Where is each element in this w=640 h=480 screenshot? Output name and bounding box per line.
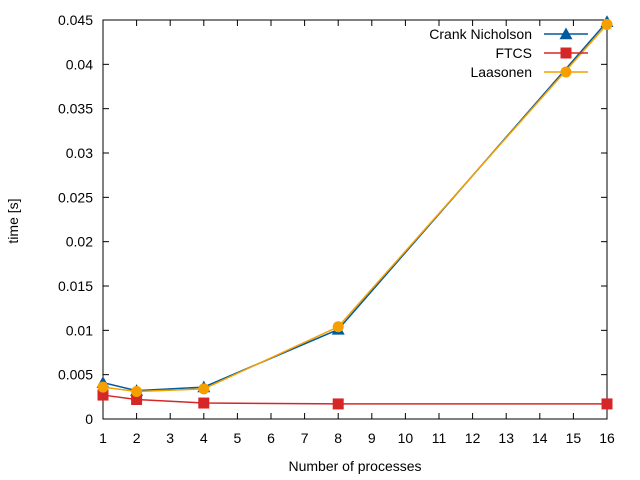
x-tick-label: 2 [133,430,141,446]
y-tick-label: 0.035 [58,101,93,117]
series-layer [96,15,614,410]
legend-label: FTCS [495,45,532,61]
legend-marker [560,47,572,59]
data-point-laasonen [198,383,210,395]
legend-item-ftcs: FTCS [495,45,588,61]
x-tick-label: 11 [432,430,447,446]
data-point-ftcs [131,393,143,405]
y-tick-label: 0.045 [58,12,93,28]
x-tick-label: 9 [368,430,376,446]
data-point-laasonen [131,386,143,398]
data-point-ftcs [198,397,210,409]
legend-layer: Crank Nicholson FTCS Laasonen [429,26,588,80]
data-point-laasonen [97,381,109,393]
x-axis-title: Number of processes [288,458,421,474]
legend-label: Crank Nicholson [429,26,532,42]
x-tick-label: 5 [234,430,242,446]
data-point-laasonen [601,18,613,30]
x-tick-label: 7 [301,430,309,446]
legend-label: Laasonen [470,64,532,80]
x-tick-label: 14 [532,430,548,446]
data-point-ftcs [97,389,109,401]
y-tick-label: 0.03 [66,145,93,161]
legend-item-laasonen: Laasonen [470,64,588,80]
series-ftcs [97,389,613,410]
x-tick-label: 12 [465,430,481,446]
data-point-ftcs [332,398,344,410]
y-tick-label: 0.01 [66,322,93,338]
y-tick-label: 0 [85,411,93,427]
y-axis-title: time [s] [5,198,21,243]
x-tick-label: 3 [166,430,174,446]
x-tick-label: 8 [334,430,342,446]
x-tick-label: 1 [99,430,107,446]
x-tick-label: 13 [498,430,514,446]
y-tick-label: 0.005 [58,367,93,383]
legend-item-crank-nicholson: Crank Nicholson [429,26,588,42]
x-tick-label: 4 [200,430,208,446]
series-crank-nicholson [96,15,614,396]
x-tick-label: 16 [599,430,615,446]
y-tick-label: 0.04 [66,56,93,72]
x-tick-label: 10 [398,430,414,446]
y-tick-label: 0.025 [58,189,93,205]
x-tick-label: 6 [267,430,275,446]
data-point-laasonen [332,321,344,333]
legend-marker [559,27,573,40]
series-line-ftcs [102,394,607,405]
axes-layer: 1 2 3 4 5 6 7 8 9 10 11 12 13 14 15 1600.0050.010.0150.… [58,12,615,446]
y-tick-label: 0.015 [58,278,93,294]
plot-frame [102,19,608,420]
x-tick-label: 15 [566,430,582,446]
y-tick-label: 0.02 [66,234,93,250]
legend-marker [560,66,572,78]
data-point-ftcs [601,398,613,410]
series-laasonen [97,18,613,398]
